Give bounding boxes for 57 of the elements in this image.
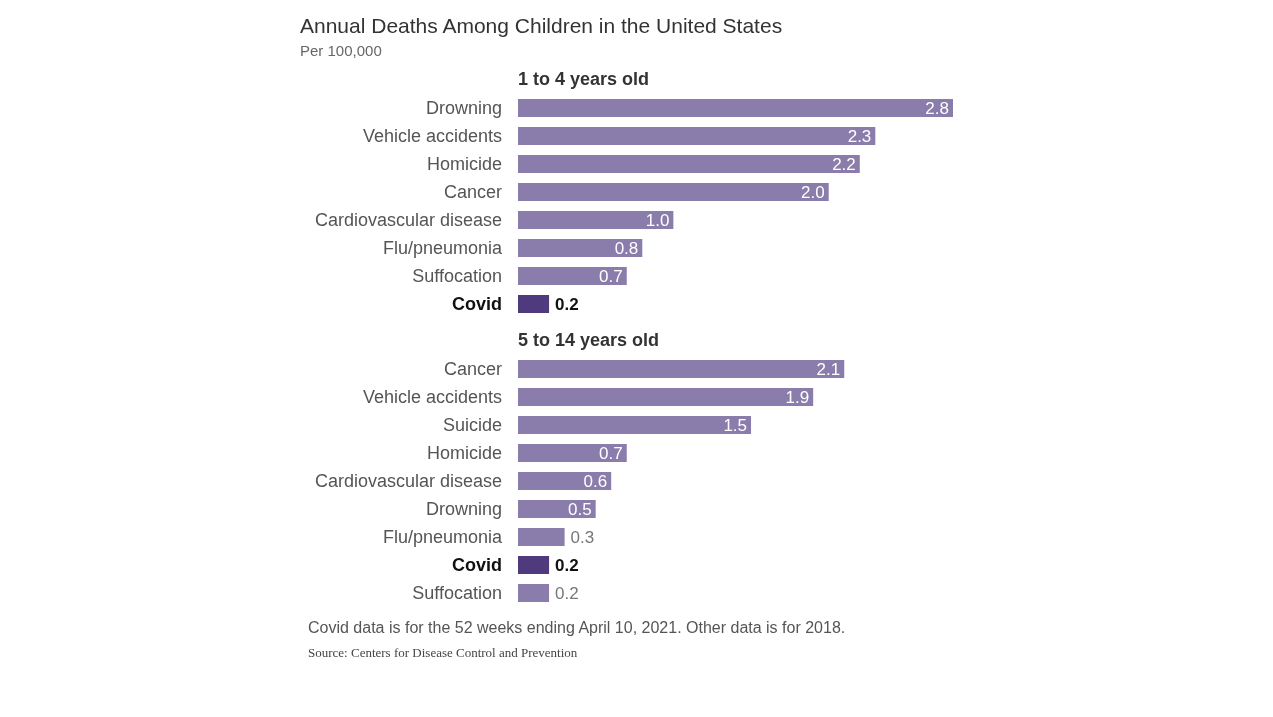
y-tick-label: Drowning	[425, 499, 502, 519]
text: Annual Deaths Among Children in the United States	[300, 14, 784, 38]
bar	[518, 500, 596, 518]
data-label: 2.0	[801, 183, 825, 202]
data-label: 0.2	[555, 556, 579, 575]
chart-title: 1 to 4 years old	[518, 69, 651, 90]
text: Covid data is for the 52 weeks ending April 10, 2021. Other data is for 2018.	[308, 619, 847, 637]
data-label: 0.2	[555, 584, 579, 603]
y-tick-label: Covid	[451, 555, 502, 575]
chart-title: 5 to 14 years old	[518, 330, 661, 351]
bar	[518, 127, 876, 145]
bar	[518, 528, 565, 546]
data-label: 0.5	[568, 500, 592, 519]
y-tick-label: Suicide	[442, 415, 502, 435]
bar	[518, 239, 643, 257]
data-label: 2.1	[816, 360, 841, 379]
data-label: 2.3	[847, 127, 872, 146]
y-tick-label: Homicide	[426, 154, 502, 174]
y-tick-label: Cancer	[443, 182, 502, 202]
y-tick-label: Suffocation	[412, 266, 502, 286]
text: Per 100,000	[300, 42, 383, 59]
bar	[518, 416, 752, 434]
data-label: 0.2	[555, 295, 579, 314]
bar	[518, 211, 674, 229]
data-label: 1.9	[785, 388, 810, 407]
bar	[518, 267, 627, 285]
bar	[518, 584, 550, 602]
bar	[518, 183, 829, 201]
bar	[518, 360, 845, 378]
bar	[518, 388, 814, 406]
data-label: 0.7	[599, 444, 623, 463]
y-tick-label: Cardiovascular disease	[314, 210, 502, 230]
bar	[518, 155, 860, 173]
y-tick-label: Vehicle accidents	[362, 387, 502, 407]
bar	[518, 472, 612, 490]
y-tick-label: Drowning	[425, 98, 502, 118]
bar	[518, 295, 550, 313]
bar	[518, 99, 953, 117]
y-tick-label: Cancer	[443, 359, 502, 379]
data-label: 1.0	[645, 211, 670, 230]
y-tick-label: Suffocation	[412, 583, 502, 603]
data-label: 0.3	[570, 528, 595, 547]
bar	[518, 556, 550, 574]
data-label: 2.8	[925, 99, 949, 118]
y-tick-label: Flu/pneumonia	[382, 238, 503, 258]
y-tick-label: Flu/pneumonia	[382, 527, 503, 547]
source-note: Source: Centers for Disease Control and Prevention	[308, 645, 579, 661]
data-label: 0.6	[583, 472, 608, 491]
y-tick-label: Cardiovascular disease	[314, 471, 502, 491]
data-label: 0.8	[614, 239, 639, 258]
y-tick-label: Covid	[451, 294, 502, 314]
data-label: 0.7	[599, 267, 623, 286]
y-tick-label: Homicide	[426, 443, 502, 463]
data-label: 2.2	[832, 155, 856, 174]
y-tick-label: Vehicle accidents	[362, 126, 502, 146]
bar	[518, 444, 627, 462]
data-label: 1.5	[723, 416, 748, 435]
